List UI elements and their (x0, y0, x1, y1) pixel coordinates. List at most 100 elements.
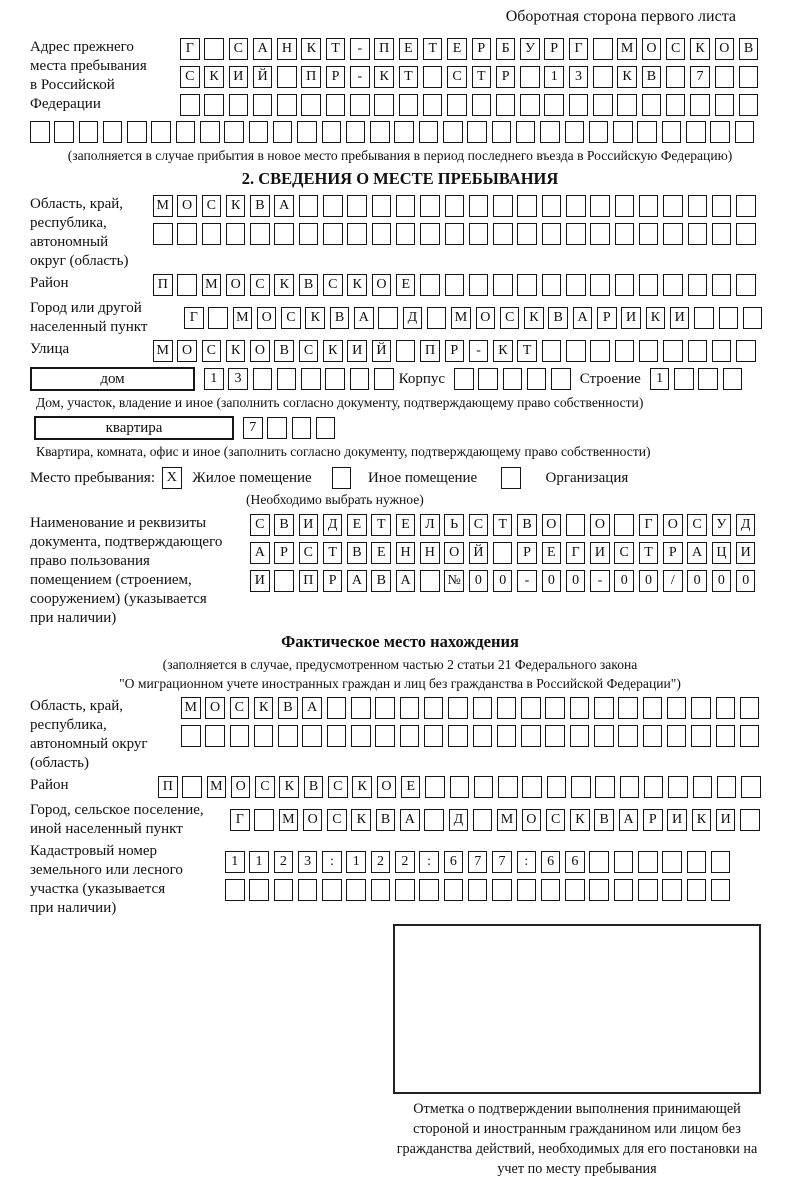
char-box[interactable] (738, 66, 759, 88)
char-box[interactable]: В (329, 307, 350, 329)
char-box[interactable] (710, 121, 730, 143)
char-box[interactable]: И (347, 340, 367, 362)
char-box[interactable] (326, 725, 347, 747)
char-box[interactable] (565, 514, 586, 536)
char-box[interactable] (272, 121, 293, 143)
char-box[interactable] (734, 121, 755, 143)
char-box[interactable] (541, 223, 562, 245)
char-box[interactable] (715, 697, 736, 719)
char-box[interactable]: С (447, 66, 467, 88)
char-box[interactable] (687, 340, 708, 362)
char-box[interactable] (502, 368, 523, 390)
char-box[interactable]: К (225, 340, 246, 362)
char-box[interactable] (325, 368, 345, 390)
char-box[interactable] (224, 121, 244, 143)
char-box[interactable] (375, 725, 395, 747)
char-box[interactable]: К (305, 307, 325, 329)
char-box[interactable]: А (302, 697, 322, 719)
char-box[interactable] (614, 274, 635, 296)
char-box[interactable]: К (374, 66, 394, 88)
char-box[interactable]: Р (471, 38, 492, 60)
char-box[interactable]: 1 (544, 66, 564, 88)
char-box[interactable] (566, 274, 586, 296)
char-box[interactable] (443, 121, 463, 143)
char-box[interactable]: В (303, 776, 324, 798)
char-box[interactable] (276, 368, 297, 390)
char-box[interactable] (419, 879, 439, 901)
char-box[interactable] (180, 94, 200, 116)
char-box[interactable] (540, 121, 560, 143)
char-box[interactable] (665, 94, 686, 116)
char-box[interactable] (273, 879, 294, 901)
char-box[interactable]: В (274, 340, 294, 362)
char-box[interactable] (593, 94, 613, 116)
char-box[interactable]: В (548, 307, 568, 329)
char-box[interactable] (638, 340, 659, 362)
char-box[interactable] (374, 94, 394, 116)
char-box[interactable]: О (256, 307, 277, 329)
char-box[interactable] (420, 223, 440, 245)
char-box[interactable]: - (350, 66, 370, 88)
char-box[interactable] (253, 725, 274, 747)
char-box[interactable] (371, 223, 392, 245)
char-box[interactable]: Д (402, 307, 423, 329)
char-box[interactable] (370, 879, 391, 901)
char-box[interactable]: Т (422, 38, 443, 60)
char-box[interactable] (394, 121, 414, 143)
char-box[interactable] (444, 223, 465, 245)
char-box[interactable]: № (444, 570, 464, 592)
char-box[interactable] (613, 851, 634, 873)
char-box[interactable] (638, 879, 658, 901)
char-box[interactable]: М (617, 38, 637, 60)
char-box[interactable]: М (181, 697, 201, 719)
char-box[interactable] (472, 725, 493, 747)
char-box[interactable]: С (665, 38, 686, 60)
char-box[interactable] (252, 94, 273, 116)
char-box[interactable]: А (347, 570, 367, 592)
char-box[interactable]: И (735, 542, 756, 564)
char-box[interactable] (641, 94, 662, 116)
char-box[interactable]: А (252, 38, 273, 60)
char-box[interactable]: 0 (565, 570, 586, 592)
char-box[interactable]: П (158, 776, 178, 798)
char-box[interactable] (714, 66, 735, 88)
char-box[interactable]: Н (420, 542, 440, 564)
char-box[interactable] (326, 697, 347, 719)
char-box[interactable]: О (714, 38, 735, 60)
char-box[interactable]: / (663, 570, 683, 592)
char-box[interactable] (448, 697, 468, 719)
char-box[interactable]: М (451, 307, 471, 329)
char-box[interactable] (642, 725, 663, 747)
char-box[interactable] (638, 274, 659, 296)
char-box[interactable]: Р (663, 542, 683, 564)
char-box[interactable] (663, 223, 683, 245)
char-box[interactable] (315, 417, 336, 439)
char-box[interactable] (492, 879, 512, 901)
char-box[interactable] (666, 725, 687, 747)
char-box[interactable]: К (352, 776, 372, 798)
char-box[interactable] (277, 94, 297, 116)
char-box[interactable]: О (302, 809, 323, 831)
char-box[interactable]: И (298, 514, 319, 536)
char-box[interactable] (711, 274, 732, 296)
char-box[interactable] (302, 725, 322, 747)
char-box[interactable] (520, 94, 540, 116)
char-box[interactable] (736, 195, 756, 217)
char-box[interactable]: О (177, 195, 197, 217)
char-box[interactable] (661, 121, 682, 143)
char-box[interactable] (395, 195, 416, 217)
char-box[interactable]: К (645, 307, 666, 329)
char-box[interactable]: 6 (540, 851, 561, 873)
char-box[interactable] (267, 417, 287, 439)
char-box[interactable] (546, 776, 567, 798)
char-box[interactable] (698, 368, 718, 390)
char-box[interactable]: С (229, 697, 250, 719)
char-box[interactable] (127, 121, 147, 143)
char-box[interactable] (301, 368, 321, 390)
char-box[interactable] (443, 879, 464, 901)
char-box[interactable] (378, 307, 398, 329)
char-box[interactable] (694, 307, 714, 329)
char-box[interactable] (153, 223, 173, 245)
char-box[interactable]: К (301, 38, 321, 60)
char-box[interactable]: Й (468, 542, 489, 564)
